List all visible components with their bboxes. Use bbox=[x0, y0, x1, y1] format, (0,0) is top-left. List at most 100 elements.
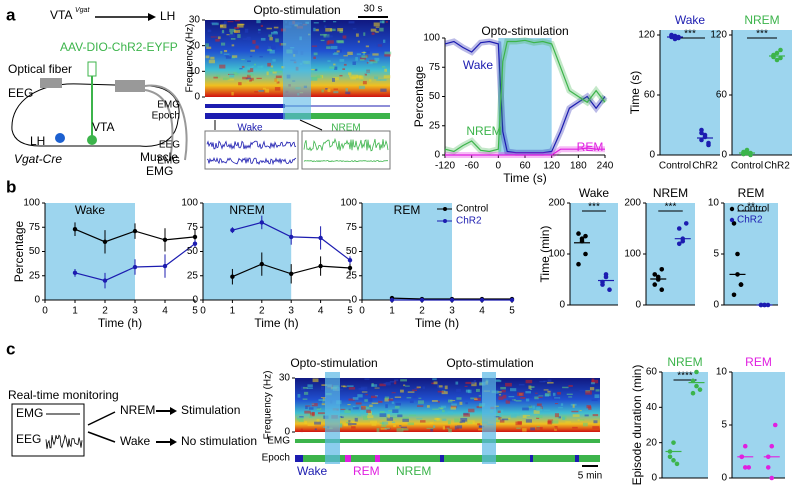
spectrogram-texture bbox=[366, 62, 370, 64]
spectrogram-texture bbox=[467, 420, 475, 424]
y-tick-label: 5 bbox=[721, 420, 727, 431]
spectrogram-texture bbox=[320, 397, 326, 399]
label: LH bbox=[30, 134, 45, 148]
y-axis-label: Percentage bbox=[12, 220, 26, 282]
spectrogram-texture bbox=[379, 413, 387, 417]
spectrogram-texture bbox=[361, 405, 366, 410]
spectrogram-texture bbox=[236, 23, 244, 28]
x-tick-label: 2 bbox=[419, 306, 425, 317]
spectrogram-texture bbox=[379, 383, 386, 387]
spectrogram-texture bbox=[304, 410, 311, 414]
spectrogram-texture bbox=[257, 90, 264, 92]
spectrogram-texture bbox=[327, 60, 331, 62]
spectrogram-texture bbox=[349, 74, 352, 78]
point bbox=[690, 378, 696, 384]
x-tick-label: ChR2 bbox=[692, 161, 718, 172]
y-tick-label: 120 bbox=[710, 30, 727, 41]
spectrogram-texture bbox=[585, 390, 592, 395]
spectrogram-texture bbox=[465, 402, 468, 405]
spectrogram-texture bbox=[260, 37, 266, 41]
legend-label: Control bbox=[737, 204, 769, 215]
spectrogram-texture bbox=[436, 417, 441, 422]
sig-label: **** bbox=[677, 371, 693, 382]
spectrogram-texture bbox=[266, 71, 269, 76]
spectrogram-texture bbox=[498, 396, 504, 400]
series-label: NREM bbox=[466, 124, 501, 138]
y-tick-label: 0 bbox=[721, 473, 727, 484]
spectrogram-texture bbox=[471, 381, 475, 385]
panel-label: b bbox=[6, 177, 16, 196]
row-label: EMG bbox=[157, 156, 180, 167]
x-tick-label: 120 bbox=[543, 161, 560, 172]
point bbox=[778, 47, 783, 53]
point bbox=[600, 282, 605, 287]
spectrogram-texture bbox=[444, 425, 450, 429]
spectrogram-texture bbox=[530, 386, 535, 388]
spectrogram-texture bbox=[210, 56, 215, 60]
spectrogram-texture bbox=[444, 385, 448, 390]
point bbox=[449, 297, 455, 303]
label: LH bbox=[160, 9, 175, 23]
spectrogram-texture bbox=[233, 29, 241, 33]
arrow-head bbox=[148, 13, 156, 21]
label: Real-time monitoring bbox=[8, 388, 119, 402]
spectrogram-texture bbox=[517, 392, 525, 397]
label: No stimulation bbox=[181, 434, 257, 448]
spectrogram-texture bbox=[526, 394, 533, 398]
spectrogram-texture bbox=[377, 400, 383, 403]
spectrogram-texture bbox=[376, 79, 381, 81]
wire bbox=[144, 84, 188, 161]
spectrogram-texture bbox=[339, 424, 343, 428]
epoch-bar bbox=[295, 455, 600, 462]
point bbox=[699, 130, 704, 136]
spectrogram-texture bbox=[508, 417, 511, 419]
spectrogram-texture bbox=[375, 26, 380, 28]
point bbox=[192, 234, 198, 240]
epoch-segment bbox=[295, 455, 303, 462]
point bbox=[102, 278, 108, 283]
spectrogram-texture bbox=[461, 420, 466, 423]
spectrogram-texture bbox=[454, 425, 457, 430]
spectrogram-texture bbox=[336, 40, 344, 43]
spectrogram-texture bbox=[538, 396, 543, 398]
point bbox=[669, 33, 674, 39]
y-tick-label: 0 bbox=[559, 300, 565, 311]
point bbox=[289, 271, 294, 277]
spectrogram-texture bbox=[266, 27, 272, 30]
spectrogram-texture bbox=[517, 421, 522, 425]
legend-label: ChR2 bbox=[456, 216, 482, 227]
spectrogram-texture bbox=[347, 422, 352, 426]
spectrogram-texture bbox=[355, 402, 362, 405]
label: EMG bbox=[146, 164, 173, 178]
spectrogram-texture bbox=[343, 63, 347, 66]
legend-swatch bbox=[443, 207, 447, 211]
spectrogram-texture bbox=[552, 392, 556, 397]
spectrogram-texture bbox=[383, 382, 387, 385]
spectrogram-texture bbox=[456, 427, 459, 430]
spectrogram-texture bbox=[412, 395, 417, 399]
spectrogram-texture bbox=[595, 389, 600, 392]
spectrogram-texture bbox=[547, 381, 554, 384]
spectrogram-texture bbox=[319, 33, 327, 36]
spectrogram-texture bbox=[535, 392, 538, 394]
point bbox=[694, 369, 699, 375]
y-tick-label: 100 bbox=[624, 249, 641, 260]
chart-title: NREM bbox=[653, 186, 688, 200]
spectrogram-texture bbox=[272, 71, 277, 74]
spectrogram-texture bbox=[270, 31, 278, 35]
spectrogram-texture bbox=[455, 381, 459, 385]
spectrogram-texture bbox=[244, 28, 249, 33]
stim-shade bbox=[203, 203, 292, 300]
spectrogram-texture bbox=[373, 22, 380, 27]
spectrogram-texture bbox=[409, 414, 417, 417]
spectrogram-texture bbox=[309, 412, 315, 417]
spectrogram-texture bbox=[320, 386, 324, 390]
spectrogram-texture bbox=[362, 80, 367, 85]
y-tick-label: 50 bbox=[29, 246, 41, 257]
spectrogram-texture bbox=[227, 21, 234, 23]
spectrogram-texture bbox=[273, 26, 279, 29]
spectrogram-texture bbox=[314, 421, 321, 425]
y-tick-label: 25 bbox=[429, 120, 441, 131]
spectrogram-texture bbox=[228, 33, 235, 38]
